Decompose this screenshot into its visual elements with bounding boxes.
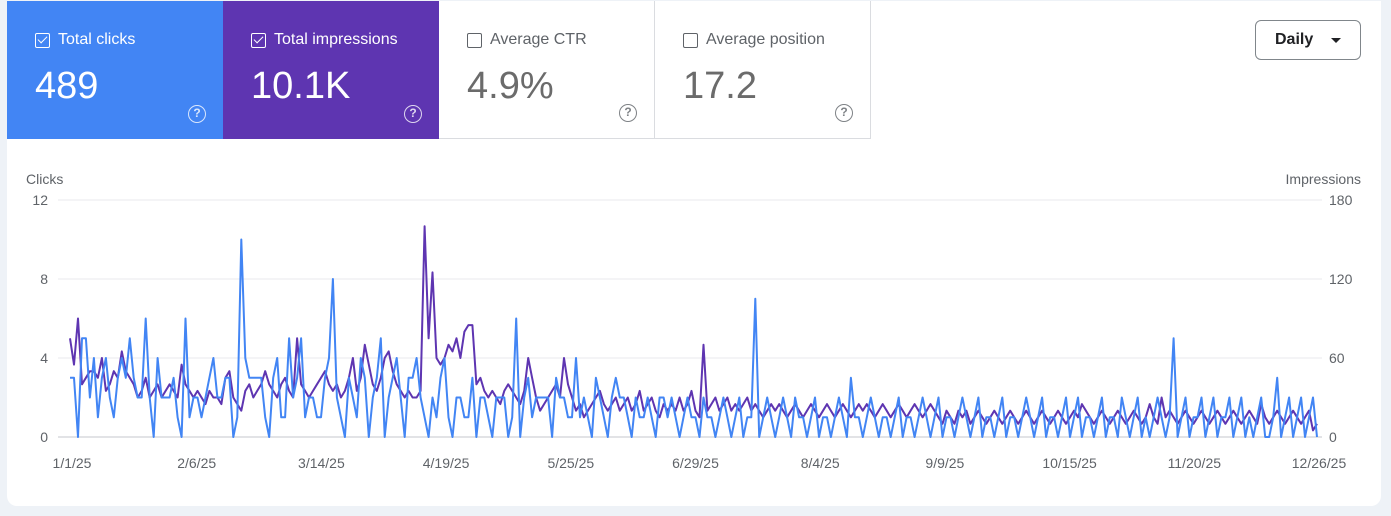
average-ctr-value: 4.9% bbox=[467, 65, 554, 107]
x-tick-label: 3/14/25 bbox=[298, 455, 345, 471]
x-tick-label: 8/4/25 bbox=[801, 455, 840, 471]
left-tick-label: 8 bbox=[40, 271, 48, 287]
impressions-series-line bbox=[69, 225, 1318, 432]
help-icon[interactable]: ? bbox=[188, 105, 206, 123]
total-impressions-label: Total impressions bbox=[274, 31, 398, 48]
left-tick-label: 12 bbox=[32, 192, 48, 208]
x-tick-label: 10/15/25 bbox=[1042, 455, 1097, 471]
average-position-card[interactable]: Average position 17.2 ? bbox=[655, 1, 871, 139]
right-tick-label: 60 bbox=[1329, 350, 1345, 366]
average-ctr-label: Average CTR bbox=[490, 31, 587, 48]
x-tick-label: 5/25/25 bbox=[547, 455, 594, 471]
left-axis-label: Clicks bbox=[26, 171, 63, 187]
granularity-dropdown[interactable]: Daily bbox=[1255, 20, 1361, 60]
x-tick-label: 4/19/25 bbox=[423, 455, 470, 471]
total-clicks-value: 489 bbox=[35, 65, 99, 107]
total-impressions-card[interactable]: Total impressions 10.1K ? bbox=[223, 1, 439, 139]
right-tick-label: 180 bbox=[1329, 192, 1353, 208]
total-clicks-card[interactable]: Total clicks 489 ? bbox=[7, 1, 223, 139]
help-icon[interactable]: ? bbox=[619, 104, 637, 122]
checkbox-unchecked-icon[interactable] bbox=[467, 32, 482, 48]
checkbox-unchecked-icon[interactable] bbox=[683, 32, 698, 48]
total-clicks-label: Total clicks bbox=[58, 31, 136, 48]
right-axis-label: Impressions bbox=[1286, 171, 1361, 187]
right-tick-label: 120 bbox=[1329, 271, 1353, 287]
checkbox-checked-icon[interactable] bbox=[35, 32, 50, 48]
granularity-label: Daily bbox=[1275, 31, 1314, 48]
average-position-value: 17.2 bbox=[683, 65, 757, 107]
help-icon[interactable]: ? bbox=[404, 105, 422, 123]
metric-cards: Total clicks 489 ? Total impressions 10.… bbox=[7, 1, 871, 139]
help-icon[interactable]: ? bbox=[835, 104, 853, 122]
x-tick-label: 6/29/25 bbox=[672, 455, 719, 471]
left-tick-label: 4 bbox=[40, 350, 48, 366]
caret-down-icon bbox=[1331, 38, 1341, 43]
average-ctr-card[interactable]: Average CTR 4.9% ? bbox=[439, 1, 655, 139]
right-tick-label: 0 bbox=[1329, 429, 1337, 445]
average-position-label: Average position bbox=[706, 31, 825, 48]
total-impressions-value: 10.1K bbox=[251, 65, 351, 107]
clicks-series-line bbox=[70, 238, 1318, 438]
x-tick-label: 1/1/25 bbox=[53, 455, 92, 471]
x-tick-label: 11/20/25 bbox=[1168, 455, 1222, 471]
checkbox-checked-icon[interactable] bbox=[251, 32, 266, 48]
x-tick-label: 12/26/25 bbox=[1292, 455, 1347, 471]
x-tick-label: 2/6/25 bbox=[177, 455, 216, 471]
left-tick-label: 0 bbox=[40, 429, 48, 445]
x-tick-label: 9/9/25 bbox=[925, 455, 964, 471]
